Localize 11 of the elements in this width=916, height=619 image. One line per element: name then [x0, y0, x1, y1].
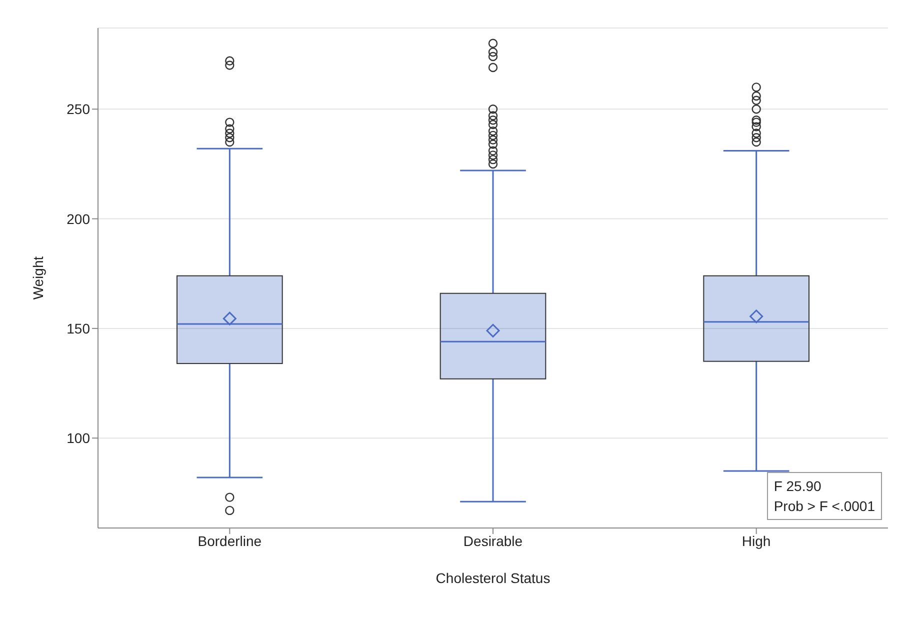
x-tick-label: High [742, 532, 771, 549]
y-tick-label: 100 [66, 430, 90, 446]
annotation: F 25.90 [774, 477, 822, 496]
y-tick-label: 200 [66, 210, 90, 227]
x-tick-label: Borderline [198, 532, 262, 549]
x-tick-label: Desirable [463, 532, 523, 549]
y-tick-label: 250 [66, 101, 90, 118]
x-axis-title: Cholesterol Status [436, 570, 550, 586]
y-tick-label: 150 [66, 320, 90, 336]
annotation: Prob > F <.0001 [774, 497, 875, 516]
y-axis-title: Weight [30, 256, 46, 300]
